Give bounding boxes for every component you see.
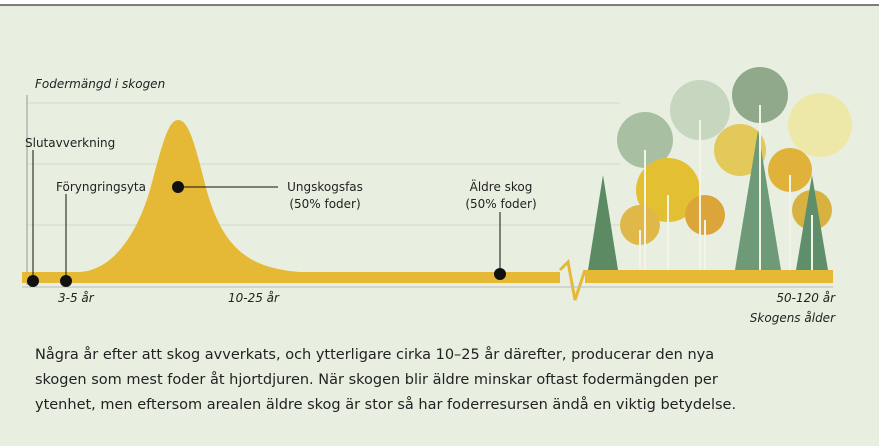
marker-label: Ungskogsfas	[287, 180, 363, 194]
marker-label: (50% foder)	[465, 197, 536, 211]
x-tick-label: 10-25 år	[228, 291, 280, 305]
marker-label: Föryngringsyta	[56, 180, 146, 194]
caption-line: Några år efter att skog avverkats, och y…	[35, 346, 714, 363]
caption-line: ytenhet, men eftersom arealen äldre skog…	[35, 396, 736, 413]
baseline-band	[585, 270, 833, 283]
marker-label: Äldre skog	[470, 179, 533, 194]
x-tick-label: 50-120 år	[776, 291, 836, 305]
x-axis-title: Skogens ålder	[750, 311, 836, 325]
caption-line: skogen som mest foder åt hjortdjuren. Nä…	[35, 371, 718, 388]
marker-label: (50% foder)	[289, 197, 360, 211]
infographic: Fodermängd i skogen Slutavverkning Föryn…	[0, 0, 879, 446]
x-tick-label: 3-5 år	[58, 291, 95, 305]
marker-label: Slutavverkning	[25, 136, 115, 150]
axis-label: Fodermängd i skogen	[35, 77, 165, 91]
